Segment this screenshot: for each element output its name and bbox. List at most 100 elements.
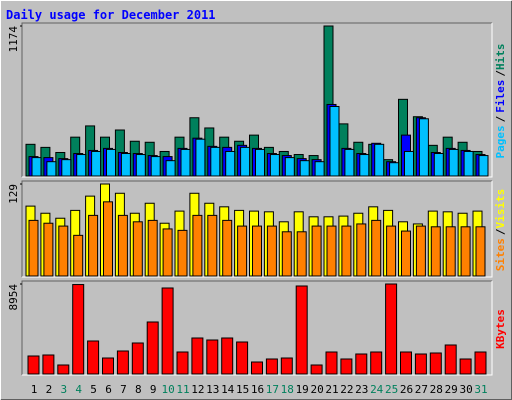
x-tick-label: 19 [296,383,309,396]
bar [474,351,487,375]
x-tick-label: 29 [445,383,458,396]
x-tick-label: 8 [135,383,142,396]
panel [22,281,492,375]
bar [146,321,159,375]
legend-entry: Sites [494,238,507,271]
bar [206,339,219,375]
bar [463,150,474,177]
bar [221,337,234,375]
bar [314,161,325,177]
bar [76,154,87,177]
panel-border [22,181,493,278]
panel-border [21,280,492,375]
panel-border [21,180,492,277]
bar [72,284,85,375]
bar [325,351,338,375]
bar [162,228,173,277]
bar [430,226,441,277]
bar [237,225,248,277]
x-tick-label: 4 [75,383,82,396]
x-tick-label: 26 [400,383,413,396]
x-tick-label: 12 [191,383,204,396]
y-tick-label: 8954 [7,284,20,311]
bar [57,364,70,375]
bar [341,225,352,277]
x-tick-label: 9 [150,383,157,396]
bar [147,219,158,277]
x-tick-label: 5 [90,383,97,396]
legend: KBytes [494,309,507,349]
bar [310,364,323,375]
legend: Sites /Visits [494,189,507,272]
bar [415,225,426,277]
bar [371,219,382,277]
bar [73,234,84,277]
bar [58,225,69,277]
bar [28,219,39,277]
bar [266,225,277,277]
chart-title: Daily usage for December 2011 [6,8,216,22]
bar [102,357,114,375]
x-tick-label: 2 [46,383,53,396]
bar [177,229,188,277]
x-tick-label: 31 [474,383,487,396]
bar [386,225,397,277]
bar [91,150,102,177]
legend-separator: / [494,228,507,235]
bar [210,146,221,177]
bar [284,157,295,177]
x-tick-label: 11 [176,383,189,396]
bar [88,214,99,277]
bar [295,285,308,375]
bar [131,342,144,375]
panel-border [22,23,493,178]
bar [296,231,307,277]
bar [225,150,236,177]
bar [385,283,398,375]
bar [311,225,322,277]
x-tick-label: 24 [370,383,384,396]
bar [27,355,40,375]
bar [43,222,54,277]
x-tick-label: 18 [281,383,294,396]
bar [326,225,337,277]
bar [255,148,265,177]
bar [329,105,340,177]
bar [135,154,146,177]
bar [429,352,442,375]
x-tick-label: 15 [236,383,249,396]
bar [418,118,429,177]
bar [281,231,292,277]
bar [192,214,203,277]
bar [251,361,263,375]
legend-entry: Pages [494,125,507,158]
bar [165,160,176,177]
bar [252,225,262,277]
x-tick-label: 22 [340,383,353,396]
x-tick-label: 25 [385,383,398,396]
legend-entry: Hits [494,44,507,71]
x-tick-label: 28 [430,383,443,396]
x-tick-label: 20 [310,383,323,396]
legend-separator: / [494,115,507,122]
bar [401,230,411,277]
x-tick-label: 27 [415,383,428,396]
bar [404,150,414,177]
bar [445,226,456,277]
legend-separator: / [494,70,507,77]
bar [240,146,251,177]
bar [344,148,355,177]
x-tick-label: 13 [206,383,219,396]
legend-entry: Files [494,80,507,113]
bar [444,344,457,375]
x-tick-label: 6 [105,383,112,396]
x-tick-label: 1 [31,383,38,396]
bar [374,143,385,177]
legend: Pages/Files/Hits [494,44,507,159]
bar [433,153,444,177]
bar [265,358,278,375]
x-tick-label: 10 [161,383,174,396]
bar [460,226,471,277]
